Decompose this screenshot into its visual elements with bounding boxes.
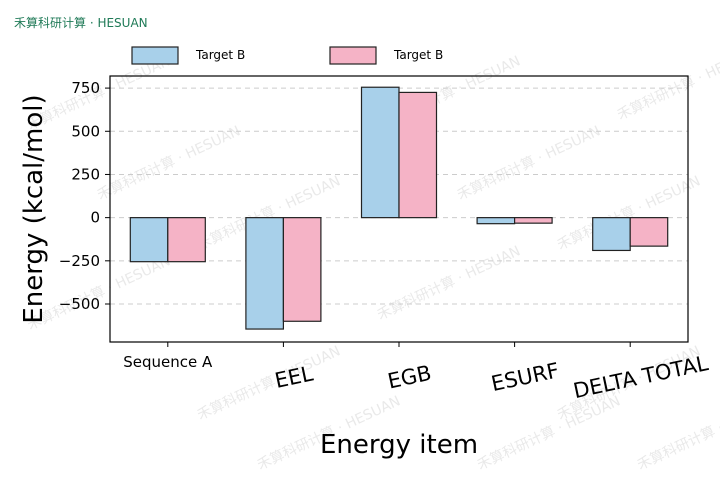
watermark-text: 禾算科研计算 · HESUAN	[635, 393, 720, 473]
bar-1	[592, 217, 631, 252]
watermark-text: 禾算科研计算 · HESUAN	[615, 43, 720, 123]
watermark-brand: 禾算科研计算 · HESUAN	[14, 16, 148, 30]
x-tick-label: EEL	[273, 361, 316, 392]
legend: Target B Target B	[131, 46, 443, 65]
bar-1	[476, 217, 516, 225]
legend-label: Target B	[393, 48, 443, 62]
bar-2	[398, 91, 438, 219]
bar-2	[167, 217, 206, 263]
bar-2	[513, 217, 553, 224]
watermark-text: 禾算科研计算 · HESUAN	[455, 123, 603, 203]
watermark-text: 禾算科研计算 · HESUAN	[195, 343, 343, 423]
y-tick-label: 500	[71, 122, 100, 140]
y-axis-title: Energy (kcal/mol)	[19, 94, 49, 323]
legend-swatch	[329, 46, 377, 65]
x-tick-label: DELTA TOTAL	[571, 351, 710, 403]
x-tick-label: Sequence A	[123, 353, 213, 371]
x-tick-label: EGB	[386, 361, 434, 394]
x-axis-title: Energy item	[320, 430, 478, 460]
bar-2	[629, 217, 669, 247]
watermark-text: 禾算科研计算 · HESUAN	[95, 123, 243, 203]
legend-swatch	[131, 46, 179, 65]
y-tick-label: 0	[90, 209, 100, 227]
y-tick-label: −500	[59, 295, 100, 313]
bar-1	[129, 217, 169, 263]
y-axis-ticks: −500 −250 0 250 500 750	[59, 79, 110, 313]
y-tick-label: −250	[59, 252, 100, 270]
bar-1	[245, 217, 284, 330]
watermark-text: 禾算科研计算 · HESUAN	[375, 243, 523, 323]
watermark-text: 禾算科研计算 · HESUAN	[475, 393, 623, 473]
legend-label: Target B	[195, 48, 245, 62]
x-tick-label: ESURF	[489, 358, 561, 396]
bar-2	[282, 217, 322, 322]
y-tick-label: 250	[71, 165, 100, 183]
bars	[129, 86, 669, 330]
bar-1	[360, 86, 400, 219]
y-tick-label: 750	[71, 79, 100, 97]
